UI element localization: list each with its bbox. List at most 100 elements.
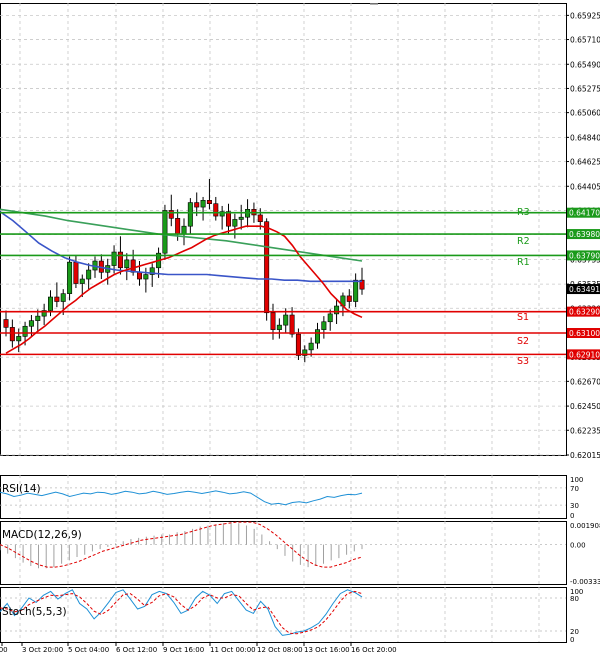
level-label-s3: S3	[517, 356, 529, 367]
candle-body	[264, 221, 270, 314]
macd-title: MACD(12,26,9)	[2, 529, 82, 541]
candle-body	[67, 261, 73, 294]
candle-body	[181, 225, 187, 235]
candle-body	[41, 310, 47, 317]
level-price-box-r1	[567, 250, 600, 261]
price-tick-label: 0.65925	[570, 11, 600, 20]
price-tick-label: 0.62670	[570, 377, 600, 386]
level-price-label-r3: 0.64170	[569, 209, 600, 218]
candle-body	[22, 325, 28, 337]
price-tick-label: 0.65060	[570, 109, 600, 118]
stoch-tick-label: 80	[570, 595, 579, 603]
time-tick-label: 5 Oct 04:00	[68, 646, 109, 654]
candle-body	[86, 269, 92, 280]
time-tick-label: 13 Oct 16:00	[304, 646, 350, 654]
candle-body	[143, 274, 149, 280]
level-price-label-r2: 0.63980	[569, 230, 600, 239]
candle-body	[16, 336, 22, 342]
candle-body	[314, 329, 320, 344]
candle-body	[117, 251, 123, 269]
candle-body	[283, 314, 289, 326]
rsi-line	[0, 490, 363, 506]
candle-body	[111, 251, 117, 266]
stoch-tick-label: 20	[570, 628, 579, 636]
candle-body	[54, 296, 60, 302]
candle-body	[3, 319, 9, 328]
level-price-box-s3	[567, 349, 600, 360]
candle-body	[257, 214, 263, 222]
price-panel: 0.65925 0.65710 0.65490 0.65275 0.65060 0.648…	[0, 3, 600, 460]
time-tick-label: 9 Oct 16:00	[163, 646, 204, 654]
level-price-label-r1: 0.63790	[569, 251, 600, 260]
time-tick-label: 11 Oct 00:00	[210, 646, 256, 654]
candle-body	[295, 333, 301, 356]
candle-body	[73, 261, 79, 284]
stoch-title: Stoch(5,5,3)	[2, 606, 67, 618]
time-tick-label: 12 Oct 08:00	[257, 646, 303, 654]
rsi-tick-label: 70	[570, 485, 579, 493]
candle-body	[137, 271, 143, 280]
candle-body	[276, 324, 282, 330]
level-label-r2: R2	[517, 236, 530, 247]
level-label-s2: S2	[517, 336, 529, 347]
candle-body	[28, 320, 34, 327]
candle-body	[149, 267, 155, 275]
time-tick-label: 6 Oct 12:00	[116, 646, 157, 654]
level-price-label-s2: 0.63100	[569, 329, 600, 338]
rsi-tick-label: 100	[570, 476, 583, 484]
current-price-label: 0.63491	[569, 285, 600, 294]
time-tick-label: :00	[0, 646, 8, 654]
price-tick-label: 0.62015	[570, 451, 600, 460]
candle-body	[346, 295, 352, 302]
candle-body	[194, 202, 200, 208]
candle-body	[168, 210, 174, 219]
candle-body	[130, 259, 136, 273]
candle-body	[162, 210, 168, 254]
candle-body	[60, 293, 66, 302]
candle-body	[213, 203, 219, 217]
candle-body	[270, 312, 276, 330]
price-tick-label: 0.64405	[570, 182, 600, 191]
macd-signal-line	[0, 521, 363, 568]
level-price-label-s1: 0.63290	[569, 308, 600, 317]
candle-body	[327, 313, 333, 323]
price-frame	[0, 3, 567, 456]
level-label-s1: S1	[517, 312, 529, 323]
price-tick-label: 0.65490	[570, 60, 600, 69]
rsi-tick-label: 30	[570, 502, 579, 510]
candle-body	[79, 278, 85, 284]
candle-body	[200, 200, 206, 208]
price-tick-label: 0.65275	[570, 84, 600, 93]
candle-body	[334, 305, 340, 315]
level-price-box-r3	[567, 207, 600, 218]
candle-body	[289, 314, 295, 335]
macd-tick-label: 0.001908	[570, 522, 600, 530]
candle-body	[238, 216, 244, 220]
rsi-frame	[0, 475, 567, 519]
rsi-title: RSI(14)	[2, 483, 41, 495]
candle-body	[35, 315, 41, 321]
macd-frame	[0, 521, 567, 585]
macd-tick-label: 0.00	[570, 542, 586, 550]
ma-green-line	[0, 208, 363, 262]
time-axis: :00 3 Oct 20:00 5 Oct 04:00 6 Oct 12:00 9 Oc…	[0, 642, 566, 654]
candle-body	[47, 296, 53, 311]
stoch-main-line	[0, 589, 363, 636]
stoch-signal-line	[0, 590, 363, 635]
price-tick-label: 0.65710	[570, 36, 600, 45]
candle-body	[232, 219, 238, 227]
price-tick-label: 0.64625	[570, 158, 600, 167]
candle-body	[302, 349, 308, 356]
price-tick-label: 0.64840	[570, 133, 600, 142]
candle-body	[187, 202, 193, 227]
candle-body	[353, 279, 359, 302]
candle-body	[226, 211, 232, 227]
candle-body	[359, 279, 365, 290]
level-price-label-s3: 0.62910	[569, 350, 600, 359]
level-label-r1: R1	[517, 257, 530, 268]
level-label-r3: R3	[517, 207, 530, 218]
ma-red-line	[5, 225, 363, 354]
